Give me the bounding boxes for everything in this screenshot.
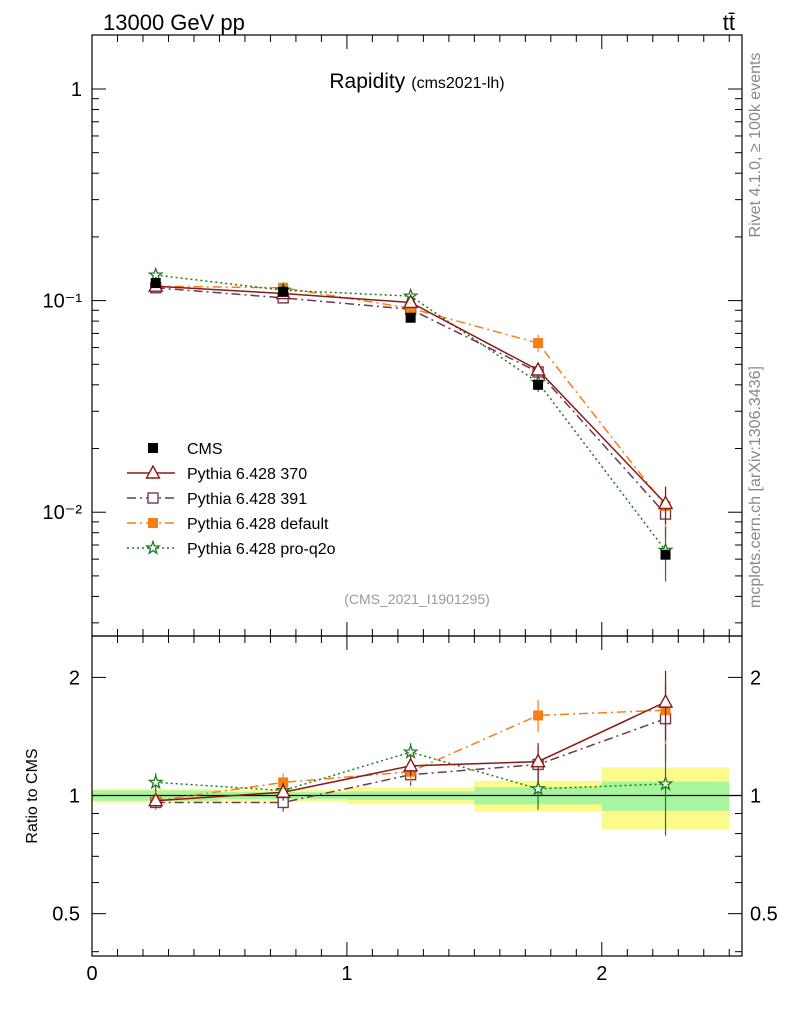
rivet-label: Rivet 4.1.0, ≥ 100k events	[747, 53, 764, 238]
ratio-point	[533, 710, 544, 721]
legend-marker	[144, 539, 162, 555]
data-point	[147, 266, 164, 283]
series-cms	[150, 278, 671, 560]
legend-marker	[148, 518, 158, 528]
ratio-y-tick-label-right: 1	[750, 786, 761, 808]
data-point	[657, 494, 674, 510]
ratio-y-tick-label: 0.5	[52, 904, 80, 926]
ratio-y-tick-label-right: 2	[750, 667, 761, 689]
ratio-point	[530, 753, 546, 768]
data-point	[150, 278, 161, 289]
ratio-panel: 2 2 1 1 0.5 0.5 0 1 2 Ratio to CMS	[24, 635, 778, 985]
ratio-line-default	[155, 709, 666, 802]
data-point	[660, 549, 671, 560]
legend-entry-p370: Pythia 6.428 370	[127, 464, 307, 483]
legend-label: Pythia 6.428 default	[187, 516, 329, 533]
data-point	[533, 338, 544, 349]
main-panel: 1 10⁻¹ 10⁻² Rapidity (cms2021-lh) (CMS_2021…	[43, 34, 743, 637]
ratio-y-tick-label-right: 0.5	[750, 904, 778, 926]
ratio-ylabel: Ratio to CMS	[24, 748, 41, 843]
ratio-point	[657, 693, 674, 708]
header-process: 13000 GeV pp	[103, 10, 245, 35]
ratio-y-tick-label: 1	[69, 786, 80, 808]
legend-marker	[148, 443, 158, 453]
legend-marker	[145, 464, 161, 479]
analysis-watermark: (CMS_2021_I1901295)	[344, 591, 490, 607]
x-tick-label: 2	[596, 963, 607, 985]
ratio-point	[402, 757, 419, 772]
ratio-y-tick-label: 2	[69, 667, 80, 689]
data-point	[530, 361, 546, 376]
ratio-point	[275, 783, 291, 798]
x-tick-label: 0	[86, 963, 97, 985]
legend-entry-cms: CMS	[148, 441, 223, 458]
x-tick-label: 1	[341, 963, 352, 985]
ratio-point	[147, 773, 164, 790]
data-point	[405, 303, 416, 314]
mcplots-label: mcplots.cern.ch [arXiv:1306.3436]	[747, 366, 764, 608]
legend-label: Pythia 6.428 370	[187, 466, 307, 483]
ratio-point	[530, 780, 547, 796]
ratio-point	[148, 792, 164, 807]
legend-entry-p391: Pythia 6.428 391	[127, 491, 307, 508]
data-point	[278, 286, 289, 297]
legend-marker	[147, 492, 159, 504]
legend: CMS Pythia 6.428 370 Pythia 6.428 391 Pythi…	[127, 441, 336, 558]
ratio-series-p370	[148, 670, 674, 808]
ratio-point	[657, 775, 674, 791]
data-point	[533, 379, 544, 390]
y-tick-label: 1	[71, 79, 82, 101]
legend-label: Pythia 6.428 391	[187, 491, 307, 508]
legend-label: Pythia 6.428 pro-q2o	[187, 541, 336, 558]
legend-label: CMS	[187, 441, 223, 458]
ratio-point	[402, 743, 419, 760]
chart-title: Rapidity (cms2021-lh)	[329, 70, 504, 93]
legend-entry-proq2o: Pythia 6.428 pro-q2o	[127, 539, 336, 558]
data-point	[402, 293, 419, 309]
series-line-default	[155, 285, 667, 507]
header-final-state: tt̄	[723, 10, 735, 35]
data-point	[405, 312, 416, 323]
legend-entry-default: Pythia 6.428 default	[127, 516, 329, 533]
y-tick-label: 10⁻¹	[43, 291, 83, 313]
y-tick-label: 10⁻²	[43, 502, 83, 524]
